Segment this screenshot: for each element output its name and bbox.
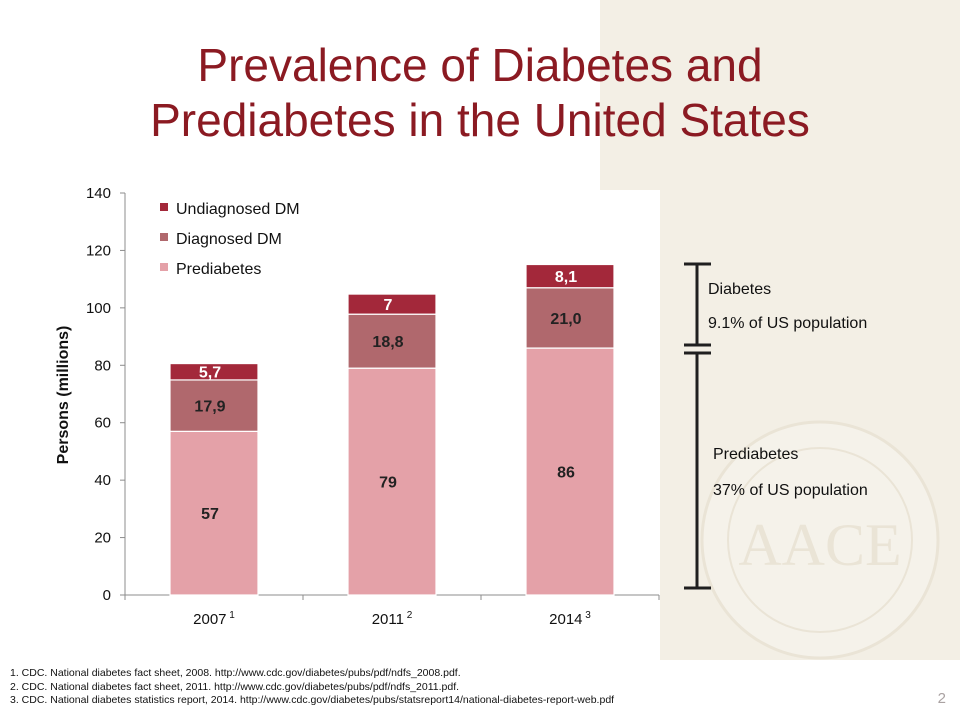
bar-prediabetes (347, 367, 437, 596)
data-label-prediabetes: 57 (201, 506, 219, 523)
stacked-bar-chart: AACE 0 20 40 60 80 100 120 140 2007 1 2011 2 2014… (55, 185, 940, 660)
page-number: 2 (937, 690, 946, 707)
bar-undiagnosed-dm (347, 293, 437, 315)
footnote-3: 3. CDC. National diabetes statistics rep… (10, 694, 615, 706)
y-tick-label: 80 (94, 357, 111, 374)
legend-swatch-diagnosed-dm (160, 233, 168, 241)
data-label-undiagnosed-dm: 8,1 (555, 269, 577, 286)
diabetes-label: Diabetes (708, 281, 771, 298)
y-tick-label: 140 (86, 185, 111, 202)
slide-title: Prevalence of Diabetes and Prediabetes i… (40, 38, 920, 148)
y-axis-title: Persons (millions) (55, 326, 72, 465)
data-label-undiagnosed-dm: 5,7 (199, 365, 221, 382)
y-tick-label: 120 (86, 242, 111, 259)
legend-swatch-prediabetes (160, 263, 168, 271)
x-tick-label: 2007 1 (193, 610, 235, 628)
legend-label-diagnosed-dm: Diagnosed DM (176, 231, 282, 248)
legend-label-prediabetes: Prediabetes (176, 261, 261, 278)
footnotes: 1. CDC. National diabetes fact sheet, 20… (10, 667, 614, 708)
data-label-prediabetes: 79 (379, 475, 397, 492)
prediabetes-sub-label: 37% of US population (713, 482, 868, 499)
bar-undiagnosed-dm (169, 362, 259, 381)
title-line-1: Prevalence of Diabetes and (197, 39, 763, 91)
prediabetes-bracket (684, 351, 711, 590)
diabetes-bracket (684, 262, 711, 347)
diabetes-sub-label: 9.1% of US population (708, 315, 867, 332)
aace-logo-watermark: AACE (700, 420, 940, 660)
data-label-diagnosed-dm: 18,8 (372, 334, 403, 351)
title-line-2: Prediabetes in the United States (150, 94, 810, 146)
svg-text:AACE: AACE (738, 512, 901, 578)
bar-undiagnosed-dm (525, 263, 615, 289)
bar-diagnosed-dm (347, 313, 437, 369)
background-decoration-top (600, 0, 960, 190)
prediabetes-label: Prediabetes (713, 446, 798, 463)
y-tick-label: 40 (94, 472, 111, 489)
data-label-undiagnosed-dm: 7 (384, 297, 393, 314)
y-tick-label: 20 (94, 530, 111, 547)
background-decoration-right (660, 190, 960, 660)
bar-prediabetes (525, 347, 615, 596)
footnote-1: 1. CDC. National diabetes fact sheet, 20… (10, 667, 461, 679)
y-tick-label: 100 (86, 300, 111, 317)
x-tick-label: 2011 2 (372, 610, 413, 628)
y-tick-label: 60 (94, 415, 111, 432)
y-tick-label: 0 (103, 587, 111, 604)
legend-swatch-undiagnosed-dm (160, 203, 168, 211)
legend-label-undiagnosed-dm: Undiagnosed DM (176, 201, 300, 218)
data-label-diagnosed-dm: 21,0 (550, 311, 581, 328)
x-tick-label: 2014 3 (549, 610, 591, 628)
data-label-prediabetes: 86 (557, 465, 575, 482)
footnote-2: 2. CDC. National diabetes fact sheet, 20… (10, 680, 460, 693)
bar-prediabetes (169, 430, 259, 596)
bar-diagnosed-dm (169, 379, 259, 432)
data-label-diagnosed-dm: 17,9 (194, 399, 225, 416)
